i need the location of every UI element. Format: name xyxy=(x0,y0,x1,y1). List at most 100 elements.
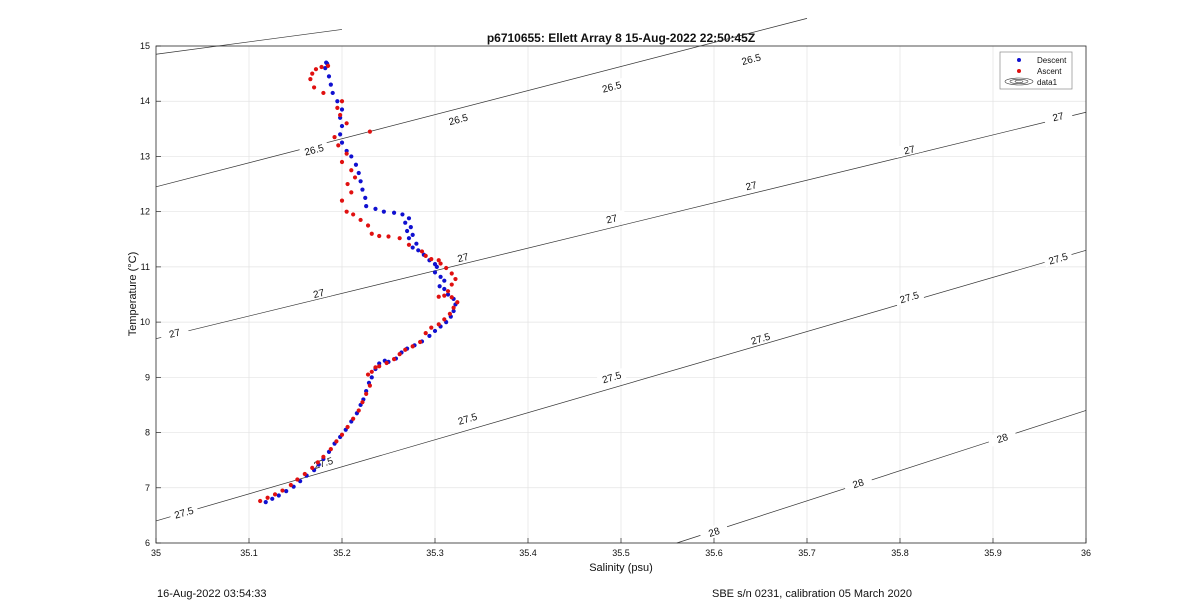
contour-label-background xyxy=(596,77,627,96)
descent-point xyxy=(339,123,345,129)
ascent-point xyxy=(429,325,434,330)
descent-point xyxy=(360,187,365,192)
contour-label-background xyxy=(1043,107,1073,125)
contour-line xyxy=(676,410,1087,544)
descent-point xyxy=(339,140,345,145)
ascent-point xyxy=(349,168,354,173)
legend-descent-marker xyxy=(1017,58,1021,62)
x-tick-label: 35.3 xyxy=(426,548,444,558)
ascent-point xyxy=(258,498,263,504)
ascent-point xyxy=(455,300,460,305)
x-axis-label: Salinity (psu) xyxy=(589,562,653,574)
contour-label: 27.5 xyxy=(745,329,776,348)
ascent-point xyxy=(351,212,356,217)
descent-point xyxy=(445,292,451,297)
descent-point xyxy=(338,132,343,137)
contour-label-background xyxy=(596,367,627,387)
ascent-point xyxy=(272,492,278,497)
ascent-series xyxy=(258,63,460,504)
contour-label-text: 27.5 xyxy=(899,290,921,306)
contour-label-background xyxy=(308,453,339,472)
ascent-point xyxy=(367,129,372,134)
ascent-point xyxy=(295,477,300,482)
ascent-point xyxy=(369,231,374,236)
ascent-point xyxy=(345,424,350,430)
descent-point xyxy=(432,328,438,334)
legend-ascent-marker xyxy=(1017,69,1021,73)
descent-point xyxy=(451,308,456,314)
descent-point xyxy=(339,107,345,112)
descent-point xyxy=(356,170,361,176)
contour-label-background xyxy=(736,49,767,68)
ascent-point xyxy=(449,295,454,300)
ascent-point xyxy=(338,112,343,118)
contour-label-text: 27.5 xyxy=(1047,251,1069,267)
ascent-point xyxy=(449,282,454,287)
ascent-point xyxy=(339,198,345,203)
descent-point xyxy=(324,60,329,65)
ascent-point xyxy=(344,209,349,214)
contour-label-text: 26.5 xyxy=(448,113,470,129)
ascent-point xyxy=(449,271,454,276)
contour-line xyxy=(155,18,808,188)
x-tick-label: 35.5 xyxy=(612,548,630,558)
contour-label: 28 xyxy=(698,521,729,542)
x-tick-label: 35.7 xyxy=(798,548,816,558)
y-tick-label: 9 xyxy=(145,372,150,382)
descent-point xyxy=(410,245,415,250)
descent-point xyxy=(410,232,415,237)
contour-label-text: 27 xyxy=(745,180,759,193)
descent-point xyxy=(364,204,369,209)
ascent-point xyxy=(410,344,415,349)
ascent-point xyxy=(436,322,441,327)
ascent-point xyxy=(332,135,337,140)
contour-label: 27.5 xyxy=(1042,248,1073,268)
descent-point xyxy=(408,225,413,230)
descent-point xyxy=(414,241,419,246)
ascent-point xyxy=(308,77,313,82)
ascent-point xyxy=(397,236,402,241)
ascent-point xyxy=(438,261,443,266)
y-axis-ticks: 6 7 8 9 10 11 12 13 14 15 xyxy=(140,41,161,548)
contour-label-text: 27.5 xyxy=(173,505,195,521)
contour-label: 27.5 xyxy=(596,367,627,387)
descent-point xyxy=(442,278,447,283)
ascent-point xyxy=(377,233,382,239)
descent-point xyxy=(405,228,410,234)
contour-label-text: 27 xyxy=(168,327,182,340)
contour-label-background xyxy=(159,324,190,342)
ascent-point xyxy=(349,190,354,195)
y-tick-label: 10 xyxy=(140,317,150,327)
ascent-point xyxy=(345,181,350,187)
contour-label-background xyxy=(452,409,483,428)
ascent-point xyxy=(356,408,361,413)
y-tick-label: 14 xyxy=(140,96,150,106)
ascent-point xyxy=(352,175,358,180)
descent-point xyxy=(353,162,359,167)
ascent-point xyxy=(419,249,425,254)
descent-point xyxy=(403,220,408,225)
ascent-point xyxy=(310,71,315,76)
contour-line xyxy=(155,29,343,55)
descent-point xyxy=(416,248,421,253)
ascent-point xyxy=(377,364,382,369)
contour-label: 28 xyxy=(987,428,1018,448)
x-tick-label: 35.8 xyxy=(891,548,909,558)
descent-point xyxy=(330,90,335,96)
ascent-point xyxy=(447,311,452,316)
y-tick-label: 15 xyxy=(140,41,150,51)
descent-point xyxy=(349,154,354,159)
contour-label-background xyxy=(168,502,199,522)
ascent-point xyxy=(321,454,326,459)
contour-label-background xyxy=(745,329,776,348)
density-contours: 26.5 26.5 26.5 26.5 27 27 27 27 27 27 27 27.5 27.5 27… xyxy=(155,18,1087,544)
contour-label: 27 xyxy=(303,284,334,302)
contour-label-text: 28 xyxy=(851,477,865,491)
ascent-point xyxy=(288,482,293,488)
ascent-point xyxy=(351,416,356,421)
descent-point xyxy=(358,179,363,184)
ascent-point xyxy=(360,400,365,405)
contour-label-background xyxy=(447,248,478,266)
descent-point xyxy=(335,99,340,104)
ascent-point xyxy=(451,305,456,310)
